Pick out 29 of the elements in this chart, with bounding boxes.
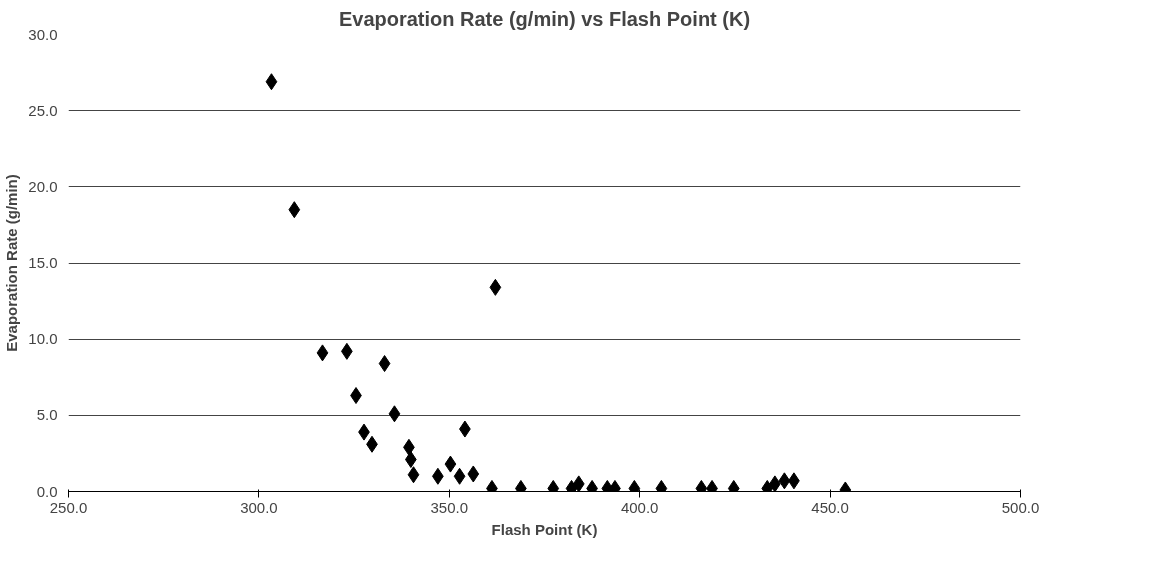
point bbox=[378, 355, 391, 373]
x-axis-title: Flash Point (K) bbox=[491, 520, 598, 538]
point bbox=[265, 73, 278, 91]
point bbox=[444, 455, 457, 473]
y-tick-label: 10.0 bbox=[28, 330, 58, 348]
y-tick-label: 25.0 bbox=[28, 101, 58, 119]
point bbox=[489, 278, 502, 296]
point bbox=[453, 467, 466, 485]
y-tick-label: 5.0 bbox=[36, 406, 58, 424]
x-tick-label: 400.0 bbox=[620, 498, 659, 516]
point bbox=[769, 475, 781, 492]
x-tick-label: 500.0 bbox=[1001, 498, 1040, 516]
y-tick-label: 20.0 bbox=[28, 177, 58, 195]
y-tick-label: 30.0 bbox=[28, 25, 58, 43]
x-tick-label: 350.0 bbox=[430, 498, 469, 516]
x-tick-label: 450.0 bbox=[811, 498, 849, 516]
y-tick-label: 15.0 bbox=[28, 254, 58, 271]
y-tick-label: 0.0 bbox=[36, 482, 58, 500]
point bbox=[572, 475, 585, 492]
x-tick-label: 250.0 bbox=[49, 498, 88, 516]
point bbox=[407, 466, 420, 484]
chart-title: Evaporation Rate (g/min) vs Flash Point (K) bbox=[338, 7, 751, 30]
point bbox=[316, 344, 329, 362]
point bbox=[288, 201, 301, 219]
x-tick-label: 300.0 bbox=[240, 498, 278, 516]
y-axis-title: Evaporation Rate (g/min) bbox=[3, 174, 21, 352]
point bbox=[388, 405, 401, 423]
point bbox=[467, 465, 480, 483]
point bbox=[778, 472, 791, 490]
